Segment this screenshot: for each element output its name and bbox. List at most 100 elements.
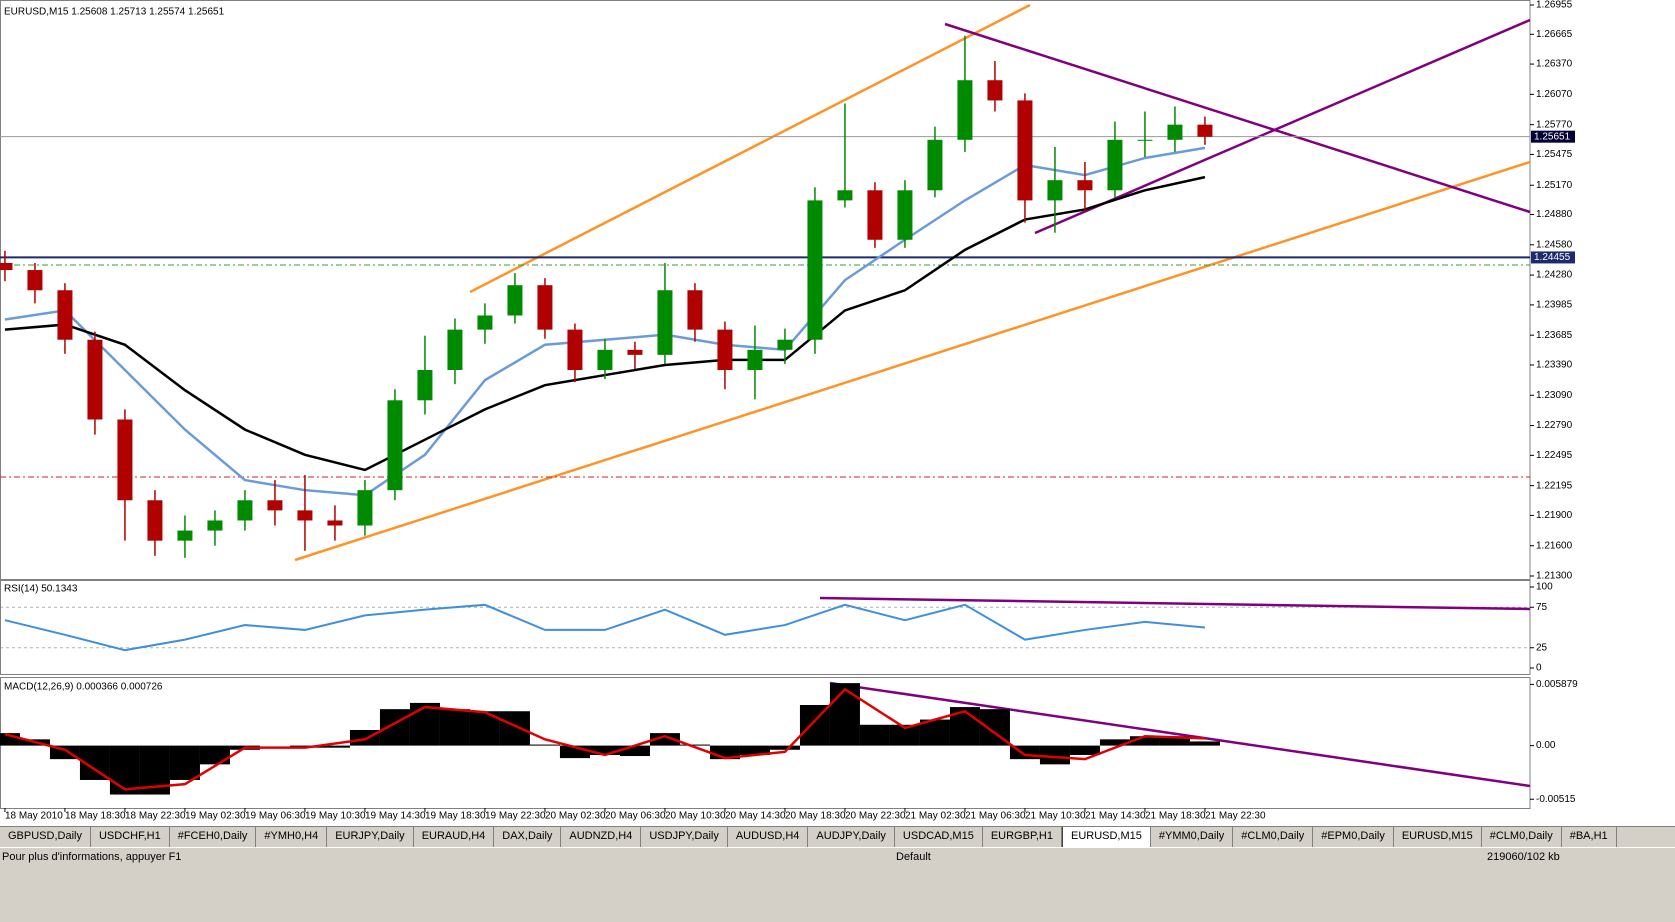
x-tick-label: 19 May 10:30	[305, 811, 366, 822]
price-label: 1.24455	[1534, 252, 1571, 263]
macd-bar	[319, 745, 350, 748]
x-tick-label: 21 May 22:30	[1205, 811, 1266, 822]
macd-bar	[1129, 736, 1160, 746]
macd-bar	[889, 724, 920, 746]
status-profile: Default	[896, 851, 931, 863]
y-tick-label: 1.23390	[1536, 360, 1573, 371]
chart-tab[interactable]: EURJPY,Daily	[327, 827, 414, 847]
x-tick-label: 21 May 14:30	[1085, 811, 1146, 822]
macd-bar	[1069, 745, 1100, 755]
price-label-box	[1531, 130, 1575, 143]
candle-body	[777, 339, 793, 350]
candle-body	[27, 270, 43, 291]
trend-line	[294, 160, 1531, 562]
x-tick-label: 19 May 14:30	[365, 811, 426, 822]
candle-body	[537, 285, 553, 330]
candle-body	[507, 285, 523, 316]
candle-body	[327, 520, 343, 526]
y-tick-label: 1.22495	[1536, 450, 1573, 461]
candle-body	[867, 190, 883, 240]
y-tick-label: 1.24580	[1536, 239, 1573, 250]
chart-tab[interactable]: EURAUD,H4	[414, 827, 495, 847]
macd-bar	[109, 745, 140, 795]
candle-body	[1167, 124, 1183, 140]
macd-bar	[499, 711, 530, 746]
candle-body	[897, 190, 913, 240]
candle-body	[597, 349, 613, 371]
macd-bar	[739, 745, 770, 755]
x-tick-label: 21 May 10:30	[1025, 811, 1086, 822]
y-tick-label: 100	[1536, 582, 1553, 593]
macd-bar	[349, 729, 380, 746]
macd-bar	[619, 745, 650, 757]
y-tick-label: 1.26955	[1536, 0, 1573, 11]
chart-tab[interactable]: #CLM0,Daily	[1482, 827, 1562, 847]
y-tick-label: 1.23685	[1536, 330, 1573, 341]
x-tick-label: 19 May 18:30	[425, 811, 486, 822]
candle-body	[147, 500, 163, 541]
y-tick-label: 75	[1536, 602, 1548, 613]
panel-frame	[0, 677, 1531, 809]
macd-bar	[859, 724, 890, 746]
y-tick-label: 1.26070	[1536, 89, 1573, 100]
chart-tab[interactable]: EURUSD,M15	[1061, 827, 1151, 848]
x-tick-label: 18 May 18:30	[65, 811, 126, 822]
macd-bar	[1189, 741, 1220, 746]
chart-tab[interactable]: #YMM0,Daily	[1151, 827, 1234, 847]
candle-body	[687, 290, 703, 330]
y-tick-label: 1.26665	[1536, 29, 1573, 40]
candle-body	[117, 419, 133, 501]
y-tick-label: 1.22790	[1536, 420, 1573, 431]
chart-tab[interactable]: AUDUSD,H4	[728, 827, 809, 847]
chart-title: EURUSD,M15 1.25608 1.25713 1.25574 1.256…	[4, 7, 225, 18]
signal-line	[4, 687, 1205, 791]
y-tick-label: 1.24880	[1536, 209, 1573, 220]
x-tick-label: 21 May 02:30	[905, 811, 966, 822]
chart-tab[interactable]: USDJPY,Daily	[641, 827, 728, 847]
y-tick-label: 1.24280	[1536, 270, 1573, 281]
chart-tab[interactable]: EURGBP,H1	[983, 827, 1062, 847]
x-tick-label: 19 May 22:30	[485, 811, 546, 822]
x-tick-label: 18 May 22:30	[125, 811, 186, 822]
y-tick-label: 1.25770	[1536, 119, 1573, 130]
y-tick-label: 1.21300	[1536, 571, 1573, 582]
x-tick-label: 20 May 22:30	[845, 811, 906, 822]
y-tick-label: 1.25475	[1536, 149, 1573, 160]
chart-tab[interactable]: #YMH0,H4	[256, 827, 328, 847]
trend-line	[944, 22, 1531, 214]
candle-body	[1017, 100, 1033, 201]
x-tick-label: 19 May 06:30	[245, 811, 306, 822]
chart-tab[interactable]: AUDNZD,H4	[561, 827, 642, 847]
chart-tab[interactable]: AUDJPY,Daily	[808, 827, 895, 847]
candle-body	[717, 329, 733, 371]
macd-bar	[1039, 745, 1070, 765]
candle-body	[357, 490, 373, 526]
chart-tab[interactable]: GBPUSD,Daily	[0, 827, 91, 847]
chart-tab[interactable]: #EPM0,Daily	[1313, 827, 1394, 847]
macd-bar	[1099, 739, 1130, 746]
macd-bar	[409, 702, 440, 746]
chart-tab[interactable]: #BA,H1	[1562, 827, 1617, 847]
macd-bar	[199, 745, 230, 765]
x-tick-label: 21 May 06:30	[965, 811, 1026, 822]
macd-bar	[169, 745, 200, 780]
macd-bar	[829, 683, 860, 746]
y-tick-label: 1.21600	[1536, 540, 1573, 551]
chart-tab[interactable]: EURUSD,M15	[1394, 827, 1482, 847]
status-traffic: 219060/102 kb	[1487, 851, 1560, 863]
chart-tab[interactable]: USDCAD,M15	[895, 827, 983, 847]
candle-body	[927, 139, 943, 191]
macd-bar	[949, 707, 980, 746]
chart-tab[interactable]: DAX,Daily	[494, 827, 562, 847]
y-tick-label: 1.26370	[1536, 59, 1573, 70]
candle-body	[177, 530, 193, 541]
y-tick-label: 1.21900	[1536, 510, 1573, 521]
chart-tab[interactable]: USDCHF,H1	[91, 827, 170, 847]
chart-tab[interactable]: #CLM0,Daily	[1233, 827, 1314, 847]
chart-tab[interactable]: #FCEH0,Daily	[170, 827, 257, 847]
x-tick-label: 20 May 14:30	[725, 811, 786, 822]
price-label-box	[1531, 251, 1575, 264]
chart-window: EURUSD,M15 1.25608 1.25713 1.25574 1.256…	[0, 0, 1675, 826]
candle-body	[1107, 139, 1123, 191]
